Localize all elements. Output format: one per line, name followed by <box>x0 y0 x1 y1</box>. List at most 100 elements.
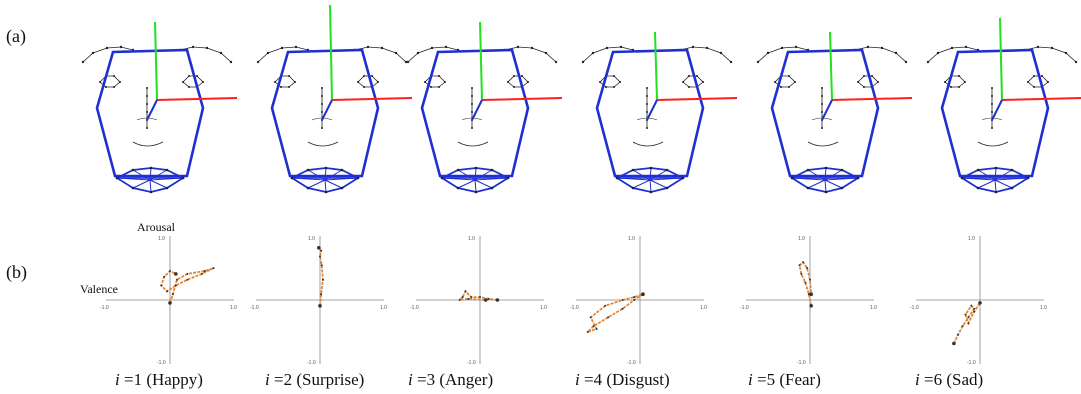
trajectory-point <box>633 296 636 299</box>
trajectory-point <box>479 296 481 299</box>
trajectory-point <box>186 272 189 275</box>
trajectory-point <box>967 322 970 325</box>
valence-tick-pos: 1.0 <box>540 305 547 311</box>
caption-text: =2 (Surprise) <box>269 370 365 389</box>
trajectory-point <box>317 246 321 250</box>
valence-tick-neg: -1.0 <box>570 305 579 311</box>
trajectory-point <box>464 290 467 293</box>
trajectory-line <box>587 293 644 333</box>
trajectory-point <box>174 272 178 276</box>
trajectory-point <box>320 293 323 296</box>
trajectory-point <box>806 267 809 270</box>
caption-text: =5 (Fear) <box>752 370 821 389</box>
trajectory-point <box>967 316 970 319</box>
va-plot-anger: -1.0 1.0 1.0 -1.0 <box>410 236 547 366</box>
va-plot-fear: -1.0 1.0 1.0 -1.0 <box>740 236 877 366</box>
valence-axis-label: Valence <box>80 282 118 296</box>
trajectory-point <box>809 278 811 281</box>
va-plot-sad: -1.0 1.0 1.0 -1.0 <box>910 236 1047 366</box>
caption-index-var: i <box>575 370 580 389</box>
trajectory-point <box>320 249 323 252</box>
caption-fear: i =5 (Fear) <box>748 370 821 390</box>
trajectory-point <box>174 284 177 287</box>
trajectory-point <box>321 278 324 281</box>
trajectory-point <box>318 304 322 308</box>
trajectory-point <box>807 293 810 296</box>
trajectory-point <box>978 301 982 305</box>
trajectory-point <box>970 304 973 307</box>
va-plot-surprise: -1.0 1.0 1.0 -1.0 <box>250 236 387 366</box>
arousal-tick-neg: -1.0 <box>627 360 636 366</box>
valence-tick-pos: 1.0 <box>870 305 877 311</box>
trajectory-point <box>470 296 473 299</box>
trajectory-point <box>956 333 959 336</box>
trajectory-point <box>458 299 461 301</box>
arousal-tick-neg: -1.0 <box>967 360 976 366</box>
caption-disgust: i =4 (Disgust) <box>575 370 670 390</box>
valence-tick-pos: 1.0 <box>380 305 387 311</box>
caption-text: =4 (Disgust) <box>579 370 670 389</box>
caption-surprise: i =2 (Surprise) <box>265 370 364 390</box>
trajectory-point <box>163 275 166 278</box>
trajectory-line <box>953 302 981 344</box>
trajectory-point <box>586 330 589 333</box>
trajectory-point <box>798 264 801 267</box>
caption-index-var: i <box>748 370 753 389</box>
row-label-b: (b) <box>6 262 27 282</box>
trajectory-point <box>320 264 323 267</box>
trajectory-point <box>809 304 813 308</box>
arousal-tick-neg: -1.0 <box>307 360 316 366</box>
trajectory-point <box>633 299 636 301</box>
caption-index-var: i <box>915 370 920 389</box>
face-mesh-surprise <box>256 4 413 194</box>
arousal-tick-pos: 1.0 <box>308 236 315 242</box>
va-plot-happy: -1.0 1.0 1.0 -1.0 <box>100 236 237 366</box>
valence-tick-pos: 1.0 <box>1040 305 1047 311</box>
trajectory-line <box>798 260 813 306</box>
face-mesh-disgust <box>581 31 738 194</box>
trajectory-point <box>203 270 206 272</box>
caption-index-var: i <box>408 370 413 389</box>
trajectory-point <box>621 307 624 310</box>
caption-text: =1 (Happy) <box>119 370 203 389</box>
trajectory-line <box>457 289 498 302</box>
face-mesh-fear <box>756 31 913 194</box>
valence-tick-neg: -1.0 <box>410 305 419 311</box>
face-mesh-happy <box>81 21 238 194</box>
trajectory-point <box>607 316 610 319</box>
trajectory-point <box>604 304 607 307</box>
caption-index-var: i <box>265 370 270 389</box>
trajectory-point <box>212 267 215 270</box>
trajectory-line <box>160 267 214 304</box>
trajectory-point <box>168 301 172 305</box>
valence-tick-neg: -1.0 <box>910 305 919 311</box>
caption-text: =6 (Sad) <box>919 370 984 389</box>
trajectory-point <box>495 298 500 302</box>
trajectory-point <box>802 261 805 264</box>
trajectory-point <box>487 297 490 300</box>
face-mesh-sad <box>926 17 1081 194</box>
trajectory-point <box>171 293 174 296</box>
trajectory-point <box>809 292 813 296</box>
trajectory-point <box>641 292 645 296</box>
caption-anger: i =3 (Anger) <box>408 370 493 390</box>
valence-tick-neg: -1.0 <box>740 305 749 311</box>
valence-tick-neg: -1.0 <box>250 305 259 311</box>
trajectory-point <box>166 290 169 293</box>
caption-index-var: i <box>115 370 120 389</box>
trajectory-point <box>467 297 470 300</box>
arousal-tick-pos: 1.0 <box>468 236 475 242</box>
trajectory-point <box>186 278 189 281</box>
arousal-tick-pos: 1.0 <box>158 236 165 242</box>
va-plot-disgust: -1.0 1.0 1.0 -1.0 <box>570 236 707 366</box>
trajectory-point <box>319 255 321 258</box>
valence-tick-pos: 1.0 <box>700 305 707 311</box>
trajectory-point <box>484 298 488 302</box>
trajectory-point <box>592 325 595 328</box>
trajectory-point <box>175 278 178 281</box>
trajectory-point <box>621 299 624 301</box>
row-label-a: (a) <box>6 26 26 46</box>
trajectory-point <box>961 325 964 328</box>
trajectory-point <box>973 307 976 310</box>
trajectory-point <box>804 281 807 284</box>
